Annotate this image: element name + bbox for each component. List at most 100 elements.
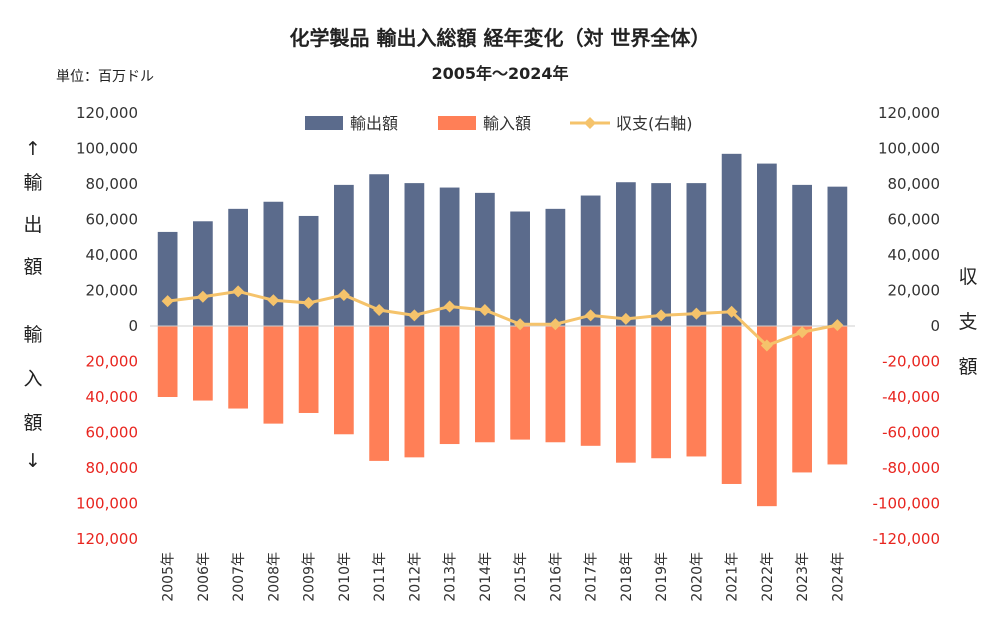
x-category-label: 2019年 [654, 552, 670, 602]
import-bar [757, 326, 777, 507]
balance-point [796, 326, 809, 339]
x-category-label: 2022年 [760, 552, 776, 602]
left-y-tick-label: 60,000 [86, 424, 139, 442]
export-bar [827, 186, 848, 326]
right-axis-title-char: 支 [958, 311, 978, 333]
left-y-tick-label: 120,000 [76, 530, 138, 548]
x-category-label: 2008年 [266, 552, 282, 602]
x-category-label: 2015年 [513, 552, 529, 602]
x-category-label: 2009年 [302, 552, 318, 602]
left-axis-title-char: 額 [23, 256, 43, 278]
right-y-tick-label: 100,000 [878, 140, 940, 158]
legend-marker-balance [584, 117, 596, 129]
left-y-tick-label: 120,000 [76, 104, 138, 122]
right-y-tick-label: -20,000 [882, 353, 940, 371]
import-bar [721, 326, 742, 484]
import-bar [580, 326, 601, 446]
export-bar [298, 215, 319, 326]
balance-point [196, 290, 209, 303]
right-y-tick-label: -80,000 [882, 459, 940, 477]
x-category-label: 2010年 [337, 552, 353, 602]
export-bar [263, 201, 284, 326]
export-bar [580, 195, 601, 326]
legend-label-exports: 輸出額 [350, 114, 398, 133]
x-category-label: 2012年 [407, 552, 423, 602]
balance-series-line [167, 289, 838, 348]
export-bar [193, 221, 213, 326]
left-axis-title-char: ↓ [25, 450, 41, 472]
import-bar [651, 326, 671, 459]
right-y-tick-label: -60,000 [882, 424, 940, 442]
export-bar [686, 183, 707, 326]
x-category-label: 2016年 [548, 552, 564, 602]
import-bar [157, 326, 178, 397]
export-bar [404, 183, 425, 326]
balance-point [443, 300, 456, 313]
left-y-axis: 120,000 100,000 80,000 60,000 40,000 20,000 0 2… [76, 104, 138, 548]
export-bar [157, 231, 178, 326]
balance-point [478, 304, 491, 317]
left-y-tick-label: 100,000 [76, 495, 138, 513]
right-y-tick-label: 60,000 [888, 211, 941, 229]
right-y-axis: 120,000 100,000 80,000 60,000 40,000 20,000 0 -… [873, 104, 940, 548]
unit-label: 単位：百万ドル [56, 69, 154, 85]
legend-swatch-exports [305, 116, 343, 130]
right-y-tick-label: 40,000 [888, 246, 941, 264]
balance-point [690, 307, 703, 320]
x-category-label: 2011年 [372, 552, 388, 602]
export-bar [545, 208, 566, 326]
import-bar [369, 326, 389, 461]
export-bar [792, 184, 812, 326]
left-y-tick-label: 80,000 [86, 175, 139, 193]
export-bar [510, 211, 530, 326]
left-axis-title-char: 額 [23, 412, 43, 434]
import-bar [298, 326, 319, 413]
right-y-tick-label: -120,000 [873, 530, 940, 548]
left-y-tick-label: 0 [128, 317, 138, 335]
right-y-tick-label: 80,000 [888, 175, 941, 193]
balance-point [161, 295, 174, 308]
left-axis-title-char: 輸 [23, 324, 43, 346]
balance-point [337, 288, 350, 301]
export-bar [334, 184, 354, 326]
x-category-label: 2005年 [161, 552, 177, 602]
right-y-tick-label: 120,000 [878, 104, 940, 122]
x-axis-categories: 2005年 2006年 2007年 2008年 2009年 2010年 2011年 2012年… [161, 552, 847, 602]
legend-swatch-imports [438, 116, 476, 130]
balance-point [725, 305, 738, 318]
x-category-label: 2013年 [443, 552, 459, 602]
import-bar [404, 326, 425, 458]
export-bar [616, 182, 636, 326]
x-category-label: 2024年 [830, 552, 846, 602]
balance-point [232, 285, 245, 298]
right-y-tick-label: -40,000 [882, 388, 940, 406]
chart-title: 化学製品 輸出入総額 経年変化（対 世界全体） [289, 26, 711, 50]
balance-point [514, 318, 527, 331]
x-category-label: 2006年 [196, 552, 212, 602]
left-axis-title-char: 出 [23, 214, 43, 236]
legend-label-balance: 収支(右軸) [616, 114, 693, 133]
x-category-label: 2007年 [231, 552, 247, 602]
import-bar [545, 326, 566, 443]
balance-point [584, 309, 597, 322]
right-y-tick-label: 0 [930, 317, 940, 335]
legend-label-imports: 輸入額 [483, 114, 531, 133]
balance-point [760, 339, 773, 352]
balance-point [619, 312, 632, 325]
left-y-tick-label: 80,000 [86, 459, 139, 477]
import-bar [439, 326, 460, 445]
balance-point [302, 296, 315, 309]
export-bar [439, 187, 460, 326]
left-y-tick-label: 40,000 [86, 388, 139, 406]
right-y-tick-label: -100,000 [873, 495, 940, 513]
import-bar [228, 326, 248, 409]
x-category-label: 2021年 [725, 552, 741, 602]
balance-point [373, 304, 386, 317]
export-bar [651, 183, 671, 326]
export-bar [721, 153, 742, 326]
left-axis-title-char: ↑ [25, 138, 41, 160]
left-axis-title-char: 輸 [23, 172, 43, 194]
x-category-label: 2017年 [584, 552, 600, 602]
balance-point [831, 319, 844, 332]
